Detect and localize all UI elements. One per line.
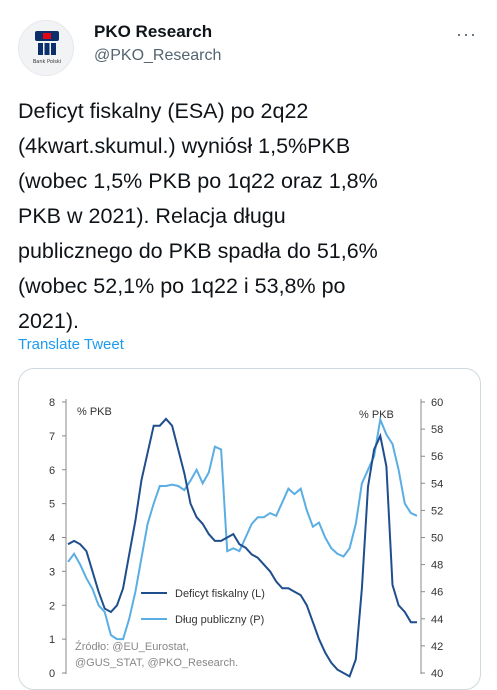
left-tick-label: 2 [49, 600, 55, 612]
left-tick-label: 0 [49, 668, 55, 680]
account-handle[interactable]: @PKO_Research [94, 47, 222, 64]
left-tick-label: 1 [49, 634, 55, 646]
source-line: @GUS_STAT, @PKO_Research. [75, 657, 238, 669]
left-unit-label: % PKB [77, 406, 112, 418]
avatar[interactable]: Bank Polski [18, 20, 74, 76]
left-tick-label: 4 [49, 533, 55, 545]
right-tick-label: 60 [431, 397, 443, 409]
tweet-text: Deficyt fiskalny (ESA) po 2q22 (4kwart.s… [18, 99, 378, 333]
right-tick-label: 46 [431, 587, 443, 599]
legend-label-debt: Dług publiczny (P) [175, 614, 264, 626]
avatar-caption: Bank Polski [32, 59, 62, 65]
left-tick-label: 8 [49, 397, 55, 409]
pko-logo-icon [35, 31, 59, 55]
right-tick-label: 54 [431, 478, 443, 490]
more-options-icon[interactable]: ··· [456, 24, 477, 44]
left-tick-label: 3 [49, 566, 55, 578]
account-name[interactable]: PKO Research [94, 22, 213, 41]
legend-label-deficit: Deficyt fiskalny (L) [175, 588, 265, 600]
legend: Deficyt fiskalny (L) Dług publiczny (P) [141, 588, 265, 626]
right-tick-label: 52 [431, 505, 443, 517]
tweet-header: Bank Polski PKO Research @PKO_Research ·… [18, 16, 479, 76]
right-tick-label: 58 [431, 424, 443, 436]
left-tick-label: 6 [49, 465, 55, 477]
series-line-deficit [67, 417, 417, 678]
source-note: Źródło: @EU_Eurostat, @GUS_STAT, @PKO_Res… [75, 640, 238, 669]
right-tick-label: 56 [431, 451, 443, 463]
right-tick-label: 42 [431, 641, 443, 653]
right-tick-label: 50 [431, 533, 443, 545]
right-unit-label: % PKB [359, 409, 394, 421]
right-tick-label: 44 [431, 614, 443, 626]
left-tick-label: 5 [49, 499, 55, 511]
right-tick-label: 40 [431, 668, 443, 680]
right-tick-label: 48 [431, 560, 443, 572]
series-line-debt [67, 415, 418, 641]
left-tick-label: 7 [49, 431, 55, 443]
source-line: Źródło: @EU_Eurostat, [75, 640, 189, 653]
translate-tweet-link[interactable]: Translate Tweet [18, 336, 124, 353]
